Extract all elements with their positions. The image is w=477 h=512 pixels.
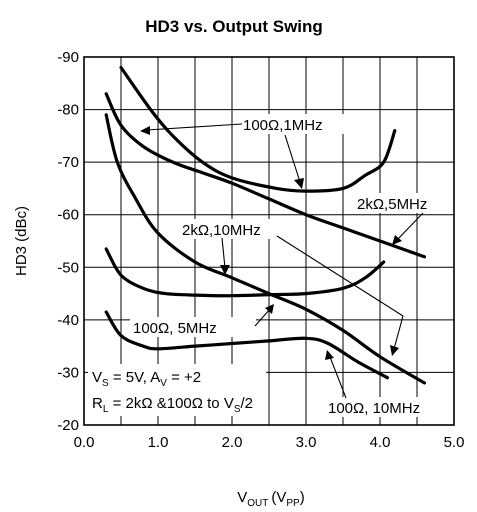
x-label-close: ) — [300, 489, 305, 506]
arrow-100-5mhz — [265, 304, 274, 314]
pointer-2k-10mhz-b — [276, 235, 404, 317]
arrow-100-10mhz — [325, 350, 334, 360]
x-axis-label: VOUT (VPP) — [237, 489, 304, 509]
cond1-a: V — [92, 369, 102, 386]
label-2k-10mhz: 2kΩ,10MHz — [182, 222, 261, 239]
x-label-paren-sub: PP — [286, 498, 300, 509]
x-tick-label: 5.0 — [444, 434, 465, 451]
cond2-b-sub: S — [234, 404, 241, 415]
label-bg-100-5mhz — [130, 317, 256, 337]
y-tick-label: -20 — [57, 417, 79, 434]
x-tick-label: 0.0 — [74, 434, 95, 451]
y-tick-labels: -20 -30 -40 -50 -60 -70 -80 -90 — [57, 49, 79, 434]
y-tick-label: -30 — [57, 364, 79, 381]
label-2k-5mhz: 2kΩ,5MHz — [357, 196, 427, 213]
pointer-arrowheads — [140, 126, 402, 360]
series-line-3 — [104, 113, 426, 385]
series-line-4 — [104, 247, 386, 298]
pointer-2k-10mhz-c — [393, 315, 404, 350]
conditions-bg — [88, 364, 266, 416]
pointer-100-10mhz — [329, 356, 347, 399]
cond1-c: = +2 — [167, 369, 201, 386]
cond2-a: R — [92, 395, 103, 412]
plot-frame — [83, 56, 455, 426]
y-tick-label: -50 — [57, 259, 79, 276]
x-label-paren: (V — [271, 489, 286, 506]
x-tick-label: 4.0 — [370, 434, 391, 451]
y-tick-label: -70 — [57, 154, 79, 171]
arrow-2k-10mhz-c — [390, 345, 399, 356]
label-100-5mhz: 100Ω, 5MHz — [133, 320, 217, 337]
condition-supply: VS = 5V, AV = +2 — [92, 369, 201, 389]
cond1-a-sub: S — [102, 378, 109, 389]
y-tick-label: -90 — [57, 49, 79, 66]
pointer-100-1mhz — [146, 123, 243, 131]
y-tick-label: -40 — [57, 312, 79, 329]
arrow-2k-10mhz — [220, 265, 230, 275]
arrow-100-1mhz — [140, 126, 150, 135]
pointer-2k-5mhz — [396, 212, 424, 241]
cond2-b: = 2kΩ &100Ω to V — [108, 395, 233, 412]
x-tick-label: 1.0 — [148, 434, 169, 451]
arrow-2k-5mhz — [392, 235, 402, 245]
arrow-100-1mhz-b — [294, 178, 304, 189]
condition-load: RL = 2kΩ &100Ω to VS/2 — [92, 395, 253, 415]
x-tick-label: 2.0 — [222, 434, 243, 451]
pointer-100-5mhz — [254, 308, 271, 327]
series-line-2 — [104, 92, 426, 259]
cond1-b: = 5V, A — [109, 369, 161, 386]
label-bg-100-1mhz — [241, 114, 355, 134]
label-100-1mhz: 100Ω,1MHz — [243, 117, 323, 134]
label-100-10mhz: 100Ω, 10MHz — [328, 400, 420, 417]
pointer-2k-10mhz-a — [221, 237, 226, 269]
y-tick-label: -60 — [57, 207, 79, 224]
cond1-b-sub: V — [160, 378, 167, 389]
y-axis-label: HD3 (dBc) — [13, 206, 30, 276]
x-tick-label: 3.0 — [296, 434, 317, 451]
pointer-lines — [146, 123, 424, 399]
cond2-a-sub: L — [103, 404, 109, 415]
x-label-main: V — [237, 489, 247, 506]
label-bg-2k-10mhz — [180, 219, 288, 239]
chart-title: HD3 vs. Output Swing — [145, 17, 323, 36]
cond2-c: /2 — [241, 395, 254, 412]
series-line-5 — [104, 310, 389, 380]
y-tick-label: -80 — [57, 102, 79, 119]
x-label-main-sub: OUT — [247, 498, 268, 509]
label-bg-2k-5mhz — [355, 193, 453, 213]
pointer-100-1mhz-b — [284, 134, 301, 183]
x-tick-labels: 0.0 1.0 2.0 3.0 4.0 5.0 — [74, 434, 465, 451]
label-bg-100-10mhz — [325, 397, 449, 417]
